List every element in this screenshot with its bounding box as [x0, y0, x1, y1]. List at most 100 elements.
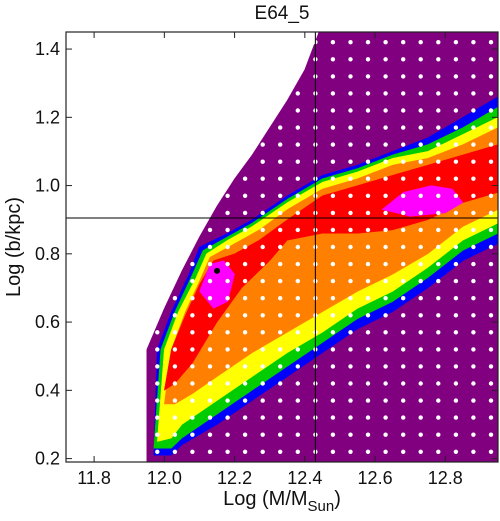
- sample-point: [453, 176, 459, 181]
- sample-point: [418, 142, 423, 147]
- sample-point: [330, 40, 336, 45]
- sample-point: [383, 91, 388, 96]
- sample-point: [225, 449, 230, 454]
- sample-point: [260, 296, 265, 301]
- sample-point: [453, 227, 459, 233]
- sample-point: [348, 278, 353, 284]
- sample-point: [453, 364, 459, 369]
- sample-point: [418, 210, 423, 216]
- sample-point: [348, 261, 353, 267]
- sample-point: [348, 108, 353, 113]
- sample-point: [401, 261, 406, 267]
- sample-point: [383, 193, 388, 198]
- sample-point: [348, 210, 353, 216]
- sample-point: [260, 449, 265, 454]
- sample-point: [418, 398, 423, 403]
- sample-point: [383, 364, 388, 369]
- sample-point: [330, 244, 336, 250]
- sample-point: [488, 159, 494, 164]
- sample-point: [453, 278, 459, 284]
- sample-point: [471, 108, 476, 113]
- sample-point: [436, 125, 441, 130]
- sample-point: [418, 108, 423, 113]
- sample-point: [260, 381, 265, 386]
- y-tick-label: 0.8: [35, 244, 60, 264]
- x-tick-label: 11.8: [77, 468, 111, 488]
- sample-point: [330, 313, 336, 318]
- sample-point: [471, 381, 476, 386]
- sample-point: [295, 142, 300, 147]
- sample-point: [418, 159, 423, 164]
- sample-point: [418, 364, 423, 369]
- sample-point: [330, 347, 336, 352]
- sample-point: [260, 142, 265, 147]
- sample-point: [383, 125, 388, 130]
- sample-point: [471, 432, 476, 437]
- sample-point: [330, 296, 336, 301]
- sample-point: [172, 398, 178, 403]
- sample-point: [471, 364, 476, 369]
- sample-point: [401, 296, 406, 301]
- sample-point: [365, 261, 371, 267]
- sample-point: [401, 415, 406, 420]
- sample-point: [330, 108, 336, 113]
- sample-point: [365, 91, 371, 96]
- sample-point: [348, 364, 353, 369]
- sample-point: [225, 398, 230, 403]
- sample-point: [471, 330, 476, 335]
- sample-point: [348, 125, 353, 130]
- sample-point: [242, 398, 248, 403]
- sample-point: [488, 364, 494, 369]
- sample-point: [488, 432, 494, 437]
- sample-point: [418, 176, 423, 181]
- sample-point: [471, 313, 476, 318]
- sample-point: [207, 227, 213, 233]
- sample-point: [453, 381, 459, 386]
- sample-point: [260, 244, 265, 250]
- sample-point: [401, 210, 406, 216]
- sample-point: [365, 381, 371, 386]
- sample-point: [365, 449, 371, 454]
- sample-point: [453, 57, 459, 62]
- sample-point: [418, 57, 423, 62]
- sample-point: [383, 347, 388, 352]
- sample-point: [453, 210, 459, 216]
- sample-point: [242, 415, 248, 420]
- sample-point: [401, 108, 406, 113]
- sample-point: [242, 210, 248, 216]
- sample-point: [418, 125, 423, 130]
- sample-point: [172, 364, 178, 369]
- sample-point: [330, 91, 336, 96]
- sample-point: [295, 347, 300, 352]
- sample-point: [365, 296, 371, 301]
- sample-point: [418, 432, 423, 437]
- sample-point: [401, 159, 406, 164]
- sample-point: [330, 210, 336, 216]
- sample-point: [436, 278, 441, 284]
- sample-point: [330, 381, 336, 386]
- sample-point: [225, 296, 230, 301]
- x-tick-label: 12.4: [287, 468, 322, 488]
- sample-point: [383, 261, 388, 267]
- sample-point: [242, 381, 248, 386]
- sample-point: [190, 330, 195, 335]
- sample-point: [436, 227, 441, 233]
- sample-point: [471, 159, 476, 164]
- sample-point: [155, 364, 160, 369]
- sample-point: [190, 381, 195, 386]
- sample-point: [401, 125, 406, 130]
- sample-point: [453, 74, 459, 79]
- sample-point: [295, 159, 300, 164]
- sample-point: [348, 415, 353, 420]
- sample-point: [155, 398, 160, 403]
- sample-point: [471, 261, 476, 267]
- sample-point: [348, 381, 353, 386]
- sample-point: [330, 159, 336, 164]
- sample-point: [260, 364, 265, 369]
- sample-point: [207, 330, 213, 335]
- sample-point: [453, 347, 459, 352]
- sample-point: [488, 91, 494, 96]
- sample-point: [471, 244, 476, 250]
- sample-point: [365, 142, 371, 147]
- sample-point: [383, 108, 388, 113]
